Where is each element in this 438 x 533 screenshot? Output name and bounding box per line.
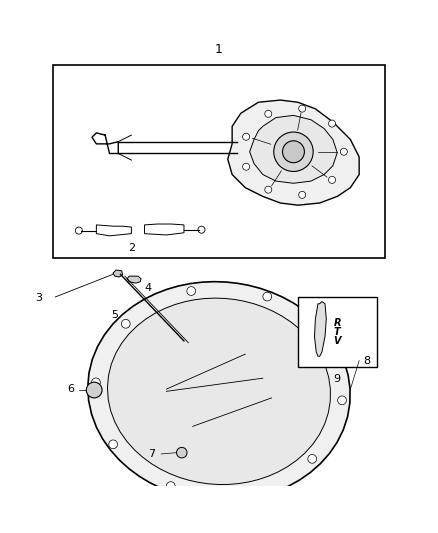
Text: T: T xyxy=(334,327,341,337)
Circle shape xyxy=(338,396,346,405)
Circle shape xyxy=(121,319,130,328)
Text: 5: 5 xyxy=(111,310,118,320)
Circle shape xyxy=(243,163,250,170)
Circle shape xyxy=(242,487,251,496)
Polygon shape xyxy=(250,115,337,183)
Polygon shape xyxy=(96,225,131,236)
Circle shape xyxy=(328,176,336,183)
Text: 8: 8 xyxy=(364,356,371,366)
Circle shape xyxy=(187,287,196,295)
Circle shape xyxy=(299,191,306,198)
Circle shape xyxy=(274,132,313,172)
Polygon shape xyxy=(107,298,330,484)
Text: 6: 6 xyxy=(67,384,74,394)
Circle shape xyxy=(177,447,187,458)
Text: 2: 2 xyxy=(128,243,135,253)
Circle shape xyxy=(340,148,347,155)
Circle shape xyxy=(198,226,205,233)
Text: 4: 4 xyxy=(145,283,152,293)
Text: 1: 1 xyxy=(215,43,223,56)
Circle shape xyxy=(166,482,175,490)
Polygon shape xyxy=(113,270,123,277)
Circle shape xyxy=(109,440,117,449)
Circle shape xyxy=(299,105,306,112)
Text: 9: 9 xyxy=(334,374,341,384)
Circle shape xyxy=(265,110,272,117)
Circle shape xyxy=(308,455,317,463)
Text: 3: 3 xyxy=(35,293,42,303)
Polygon shape xyxy=(88,281,350,501)
Circle shape xyxy=(265,186,272,193)
Polygon shape xyxy=(127,276,141,283)
Text: V: V xyxy=(333,336,341,346)
Text: R: R xyxy=(333,318,341,328)
Circle shape xyxy=(321,334,329,343)
Polygon shape xyxy=(145,224,184,235)
Polygon shape xyxy=(314,302,326,356)
Bar xyxy=(53,65,385,258)
Bar xyxy=(298,297,377,367)
Circle shape xyxy=(263,292,272,301)
Circle shape xyxy=(92,378,100,387)
Circle shape xyxy=(328,120,336,127)
Circle shape xyxy=(283,141,304,163)
Text: 7: 7 xyxy=(148,449,155,459)
Circle shape xyxy=(243,133,250,140)
Circle shape xyxy=(75,227,82,234)
Polygon shape xyxy=(228,100,359,205)
Circle shape xyxy=(86,382,102,398)
